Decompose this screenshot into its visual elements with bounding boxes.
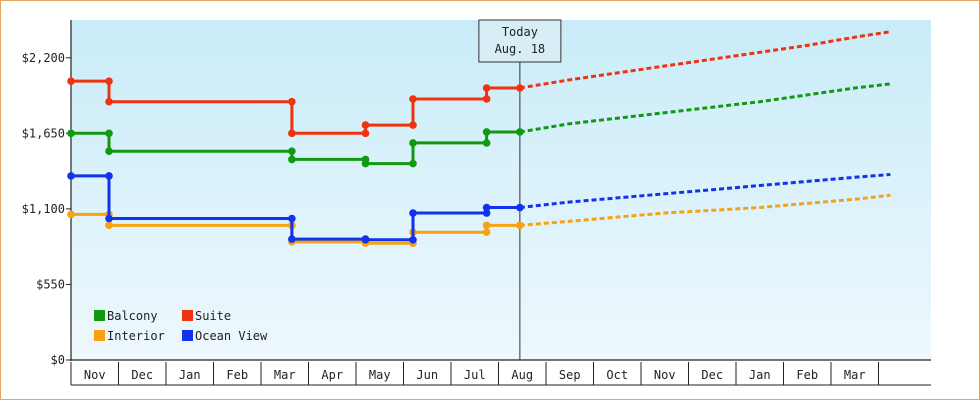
month-label: Dec bbox=[131, 368, 153, 382]
month-label: Jan bbox=[179, 368, 201, 382]
month-label: Aug bbox=[511, 368, 533, 382]
legend-label-ocean-view: Ocean View bbox=[195, 329, 268, 343]
month-label: Jul bbox=[464, 368, 486, 382]
data-point-suite bbox=[105, 97, 113, 106]
month-label: May bbox=[369, 368, 391, 382]
today-box bbox=[478, 19, 562, 63]
data-point-interior bbox=[482, 221, 491, 230]
y-tick-label: $2,200 bbox=[22, 51, 65, 65]
data-point-suite bbox=[409, 121, 417, 129]
month-label: Mar bbox=[274, 368, 296, 382]
data-point-balcony bbox=[288, 147, 296, 155]
data-point-suite bbox=[409, 95, 417, 103]
data-point-ocean-view bbox=[482, 203, 491, 212]
month-label: Jun bbox=[416, 368, 438, 382]
data-point-ocean-view bbox=[288, 235, 296, 243]
month-label: Nov bbox=[84, 368, 106, 382]
y-tick-label: $0 bbox=[51, 353, 65, 367]
series-projection-balcony bbox=[519, 82, 891, 134]
data-point-balcony bbox=[105, 147, 113, 155]
data-point-balcony bbox=[105, 129, 113, 138]
month-label: Nov bbox=[654, 368, 676, 382]
data-point-interior bbox=[67, 210, 75, 219]
legend-label-suite: Suite bbox=[195, 309, 231, 323]
data-point-balcony bbox=[482, 128, 491, 136]
data-point-suite bbox=[516, 84, 524, 92]
plot-area bbox=[71, 20, 931, 360]
month-label: Apr bbox=[321, 368, 343, 382]
data-point-ocean-view bbox=[482, 209, 491, 217]
legend-label-interior: Interior bbox=[107, 329, 165, 343]
data-point-balcony bbox=[482, 139, 491, 147]
data-point-interior bbox=[482, 228, 491, 237]
data-point-suite bbox=[67, 77, 75, 85]
series-projection-interior bbox=[519, 193, 891, 227]
data-point-suite bbox=[482, 84, 491, 92]
data-point-suite bbox=[482, 95, 491, 103]
data-point-ocean-view bbox=[361, 235, 370, 244]
legend-swatch-balcony bbox=[94, 310, 105, 321]
data-point-interior bbox=[516, 221, 524, 230]
data-point-suite bbox=[105, 77, 113, 85]
legend-swatch-interior bbox=[94, 330, 105, 341]
data-point-ocean-view bbox=[409, 209, 417, 217]
series-projection-ocean-view bbox=[519, 173, 891, 209]
data-point-interior bbox=[105, 221, 113, 230]
legend-swatch-ocean-view bbox=[182, 330, 193, 341]
data-point-ocean-view bbox=[516, 203, 524, 212]
data-point-ocean-view bbox=[105, 214, 113, 223]
data-point-suite bbox=[361, 129, 370, 138]
y-tick-label: $1,650 bbox=[22, 126, 65, 140]
month-label: Feb bbox=[796, 368, 818, 382]
data-point-balcony bbox=[409, 159, 417, 168]
today-label: Today bbox=[502, 25, 538, 39]
data-point-balcony bbox=[409, 139, 417, 147]
data-point-ocean-view bbox=[105, 172, 113, 180]
month-label: Dec bbox=[701, 368, 723, 382]
y-tick-label: $550 bbox=[36, 277, 65, 291]
data-point-balcony bbox=[288, 155, 296, 164]
legend-label-balcony: Balcony bbox=[107, 309, 158, 323]
month-label: Feb bbox=[226, 368, 248, 382]
month-label: Mar bbox=[844, 368, 866, 382]
series-projection-suite bbox=[519, 30, 891, 90]
data-point-ocean-view bbox=[409, 235, 417, 244]
data-point-suite bbox=[361, 121, 370, 129]
data-point-suite bbox=[288, 97, 296, 106]
data-point-balcony bbox=[516, 128, 524, 136]
month-label: Sep bbox=[559, 368, 581, 382]
y-tick-label: $1,100 bbox=[22, 202, 65, 216]
data-point-ocean-view bbox=[67, 172, 75, 180]
today-date-label: Aug. 18 bbox=[495, 42, 546, 56]
month-label: Oct bbox=[606, 368, 628, 382]
data-point-ocean-view bbox=[288, 214, 296, 223]
legend-swatch-suite bbox=[182, 310, 193, 321]
month-label: Jan bbox=[749, 368, 771, 382]
data-point-suite bbox=[288, 129, 296, 138]
data-point-balcony bbox=[361, 159, 370, 168]
data-point-balcony bbox=[67, 129, 75, 138]
